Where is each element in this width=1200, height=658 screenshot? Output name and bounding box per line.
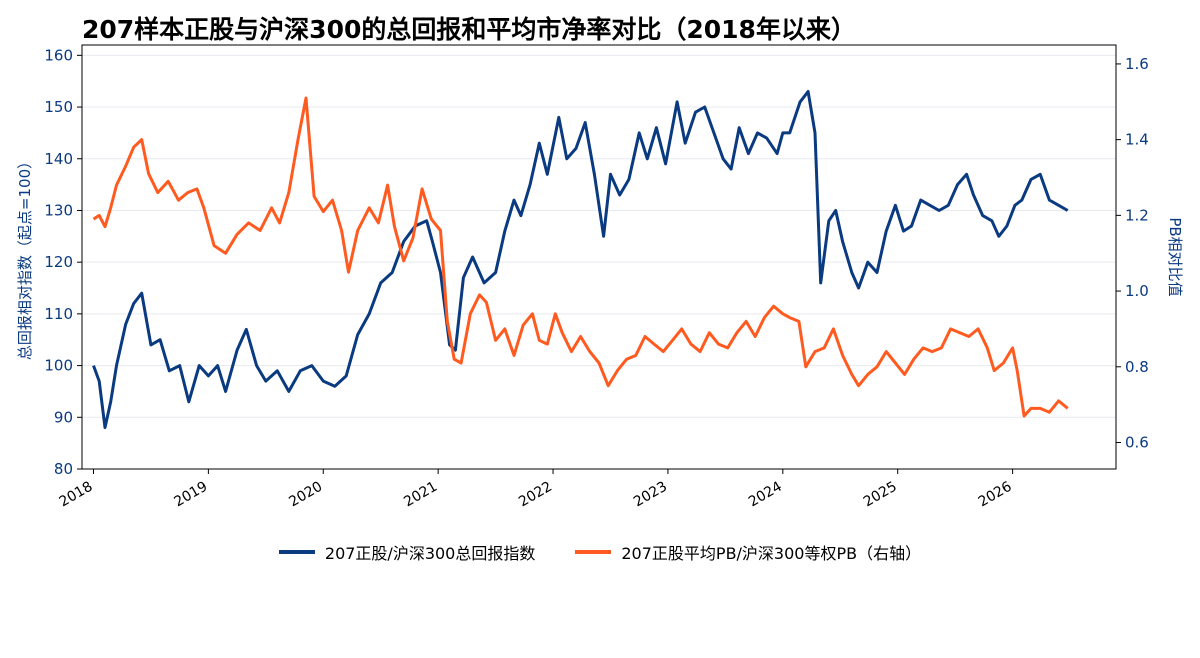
left-axis: 80 90 100 110 120 130 140 150 160 — [44, 46, 82, 478]
x-tick-label: 2023 — [631, 479, 670, 511]
left-axis-label: 总回报相对指数（起点=100） — [16, 154, 34, 360]
right-axis: 0.6 0.8 1.0 1.2 1.4 1.6 — [1116, 55, 1149, 452]
x-axis: 2018 2019 2020 2021 2022 2023 2024 2025 2026 — [57, 469, 1015, 510]
legend-item-total-return: 207正股/沪深300总回报指数 — [278, 540, 536, 564]
right-tick-label: 0.8 — [1125, 358, 1149, 376]
x-tick-label: 2018 — [57, 479, 96, 511]
left-tick-label: 130 — [44, 201, 73, 219]
right-tick-label: 1.4 — [1125, 131, 1149, 149]
x-tick-label: 2024 — [746, 479, 785, 511]
plot-frame — [81, 44, 1117, 470]
legend-item-pb-ratio: 207正股平均PB/沪深300等权PB（右轴） — [575, 540, 921, 564]
right-tick-label: 1.6 — [1125, 55, 1149, 73]
series-lines — [92, 90, 1069, 430]
legend: 207正股/沪深300总回报指数 207正股平均PB/沪深300等权PB（右轴） — [0, 540, 1200, 564]
grid-lines — [82, 54, 1116, 470]
left-tick-label: 120 — [44, 253, 73, 271]
left-tick-label: 80 — [54, 460, 73, 478]
left-tick-label: 160 — [44, 46, 73, 64]
legend-swatch-pb-ratio — [575, 550, 612, 554]
legend-label-pb-ratio: 207正股平均PB/沪深300等权PB（右轴） — [621, 544, 922, 563]
right-axis-label: PB相对比值 — [1166, 217, 1184, 296]
right-tick-label: 1.0 — [1125, 282, 1149, 300]
legend-swatch-total-return — [278, 550, 315, 554]
right-tick-label: 1.2 — [1125, 206, 1149, 224]
left-tick-label: 110 — [44, 305, 73, 323]
chart-title: 207样本正股与沪深300的总回报和平均市净率对比（2018年以来） — [82, 15, 856, 44]
x-tick-label: 2020 — [286, 479, 325, 511]
series-line-pb-ratio — [92, 96, 1069, 418]
left-tick-label: 150 — [44, 98, 73, 116]
legend-label-total-return: 207正股/沪深300总回报指数 — [324, 544, 536, 563]
chart-svg: 80 90 100 110 120 130 140 150 160 0.6 0.8 1.0 1.2 1.… — [16, 44, 1184, 510]
x-tick-label: 2025 — [861, 479, 900, 511]
x-tick-label: 2021 — [401, 479, 440, 511]
x-tick-label: 2026 — [976, 479, 1015, 511]
series-line-total-return — [92, 90, 1069, 430]
left-tick-label: 90 — [54, 408, 73, 426]
left-tick-label: 100 — [44, 357, 73, 375]
x-tick-label: 2019 — [172, 479, 211, 511]
left-tick-label: 140 — [44, 150, 73, 168]
right-tick-label: 0.6 — [1125, 434, 1149, 452]
x-tick-label: 2022 — [516, 479, 555, 511]
